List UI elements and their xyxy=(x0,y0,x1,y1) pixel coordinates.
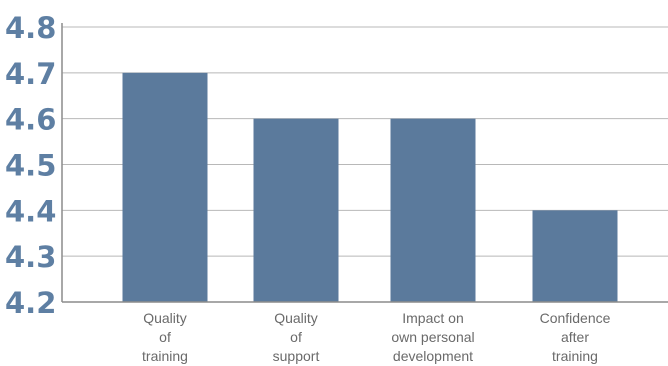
x-tick-label: after xyxy=(561,329,589,345)
y-tick-label: 4.4 xyxy=(5,194,56,228)
y-tick-label: 4.3 xyxy=(5,240,56,274)
x-tick-label: of xyxy=(290,329,302,345)
y-tick-label: 4.2 xyxy=(5,286,56,320)
y-tick-label: 4.5 xyxy=(5,149,56,183)
x-tick-label: Confidence xyxy=(540,310,611,326)
x-tick-label: training xyxy=(552,348,598,364)
bar-2 xyxy=(390,118,476,303)
x-tick-label: development xyxy=(393,348,473,364)
x-tick-label: of xyxy=(159,329,171,345)
x-tick-label: Impact on xyxy=(402,310,463,326)
y-tick-label: 4.6 xyxy=(5,103,56,137)
y-tick-label: 4.7 xyxy=(5,57,56,91)
y-tick-labels: 4.8 4.7 4.6 4.5 4.4 4.3 4.2 xyxy=(5,11,56,320)
x-tick-label: training xyxy=(142,348,188,364)
x-tick-labels: Quality of training Quality of support Impact … xyxy=(142,310,611,364)
bar-1 xyxy=(253,118,339,303)
x-tick-label: Quality xyxy=(143,310,187,326)
bar-0 xyxy=(122,72,208,302)
y-tick-label: 4.8 xyxy=(5,11,56,45)
bars xyxy=(122,72,618,303)
x-tick-label: support xyxy=(273,348,320,364)
x-tick-label: own personal xyxy=(391,329,474,345)
axes xyxy=(61,23,668,303)
x-tick-label: Quality xyxy=(274,310,318,326)
bar-3 xyxy=(532,210,618,302)
